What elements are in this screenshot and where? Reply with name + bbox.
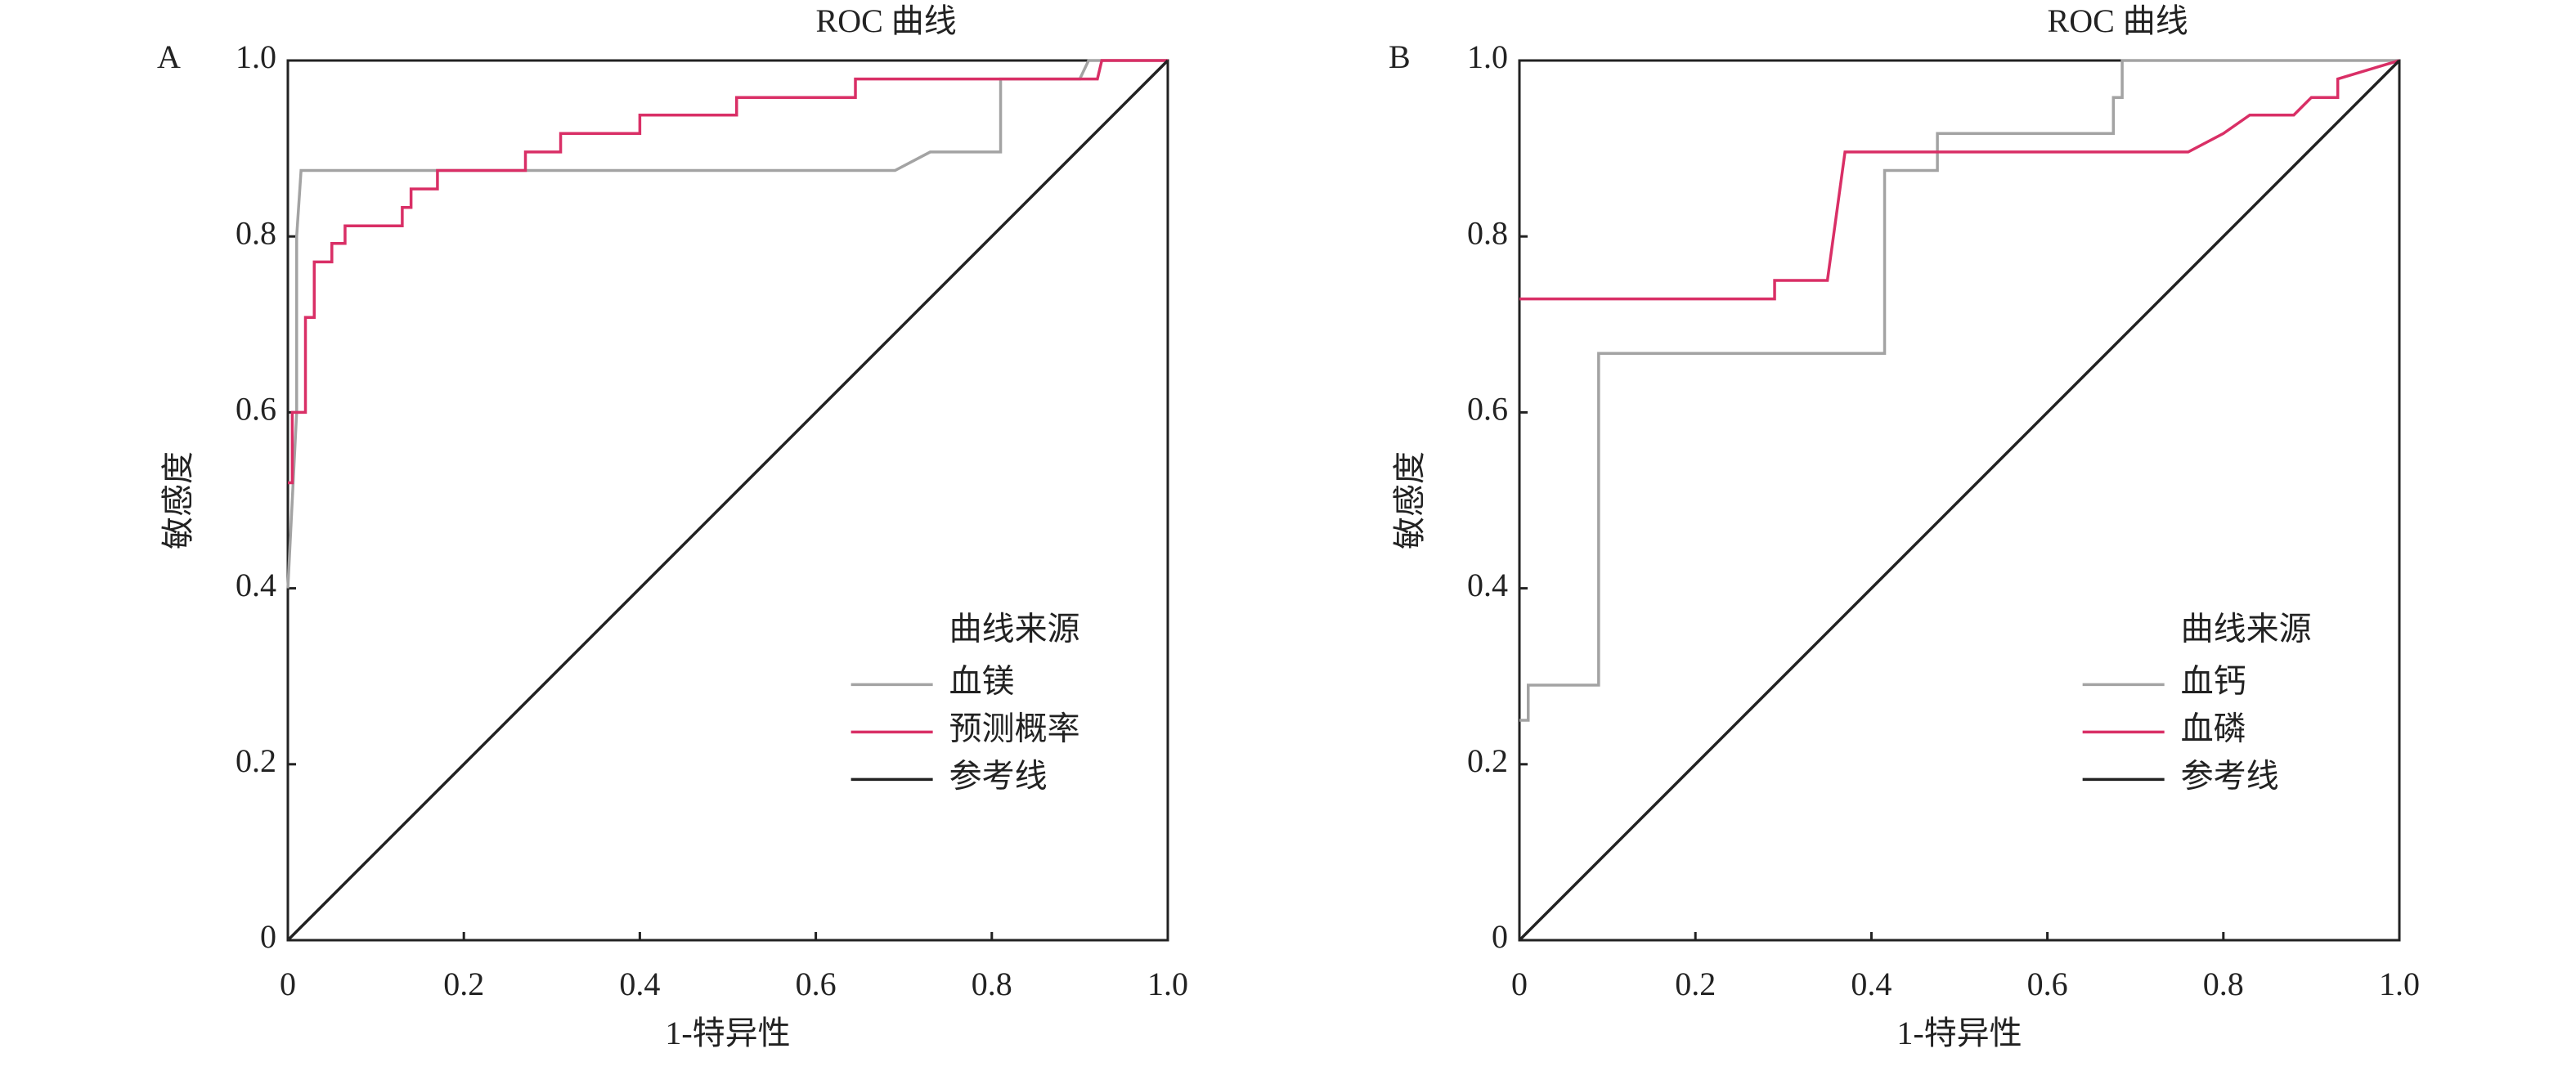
y-tick-label: 0.4: [236, 567, 276, 603]
x-tick-label: 1.0: [2379, 966, 2420, 1002]
x-tick-label: 0.6: [2027, 966, 2068, 1002]
y-axis-label: 敏感度: [1391, 451, 1428, 549]
x-tick-label: 0.4: [619, 966, 660, 1002]
legend-label: 血磷: [2181, 710, 2246, 747]
x-axis-label: 1-特异性: [1896, 1015, 2022, 1051]
legend-title: 曲线来源: [949, 611, 1080, 648]
roc-curve: [286, 59, 1168, 589]
y-tick-label: 0: [260, 918, 276, 955]
x-tick-label: 0.8: [2203, 966, 2244, 1002]
roc-curve: [1518, 59, 2401, 942]
roc-curve: [1519, 59, 2400, 301]
y-tick-label: 1.0: [236, 38, 276, 75]
x-tick-label: 0.4: [1851, 966, 1892, 1002]
roc-curve: [286, 59, 1169, 942]
x-tick-label: 0: [1511, 966, 1528, 1002]
legend-label: 预测概率: [949, 710, 1080, 747]
legend-label: 血钙: [2181, 663, 2246, 700]
legend-label: 参考线: [2181, 758, 2279, 795]
chart-title: ROC 曲线: [816, 2, 957, 39]
roc-curve: [1519, 59, 2399, 722]
x-tick-label: 1.0: [1147, 966, 1188, 1002]
x-axis-label: 1-特异性: [665, 1015, 790, 1051]
x-tick-label: 0.8: [972, 966, 1012, 1002]
y-tick-label: 0.2: [1467, 742, 1508, 779]
panel-label: B: [1389, 38, 1411, 75]
roc-curve: [288, 59, 1168, 485]
legend-label: 血镁: [949, 663, 1015, 700]
legend-title: 曲线来源: [2181, 611, 2312, 648]
y-tick-label: 0.2: [236, 742, 276, 779]
x-tick-label: 0.2: [443, 966, 484, 1002]
y-tick-label: 1.0: [1467, 38, 1508, 75]
y-tick-label: 0.4: [1467, 567, 1508, 603]
legend-label: 参考线: [949, 758, 1048, 795]
chart-title: ROC 曲线: [2048, 2, 2188, 39]
x-tick-label: 0: [280, 966, 296, 1002]
y-tick-label: 0.6: [236, 391, 276, 428]
y-axis-label: 敏感度: [159, 451, 196, 549]
x-tick-label: 0.6: [796, 966, 837, 1002]
panel-label: A: [157, 38, 181, 75]
x-tick-label: 0.2: [1675, 966, 1716, 1002]
plot-frame: [1518, 59, 2401, 942]
y-tick-label: 0.6: [1467, 391, 1508, 428]
y-tick-label: 0.8: [236, 214, 276, 251]
y-tick-label: 0: [1492, 918, 1508, 955]
plot-frame: [286, 59, 1169, 942]
y-tick-label: 0.8: [1467, 214, 1508, 251]
